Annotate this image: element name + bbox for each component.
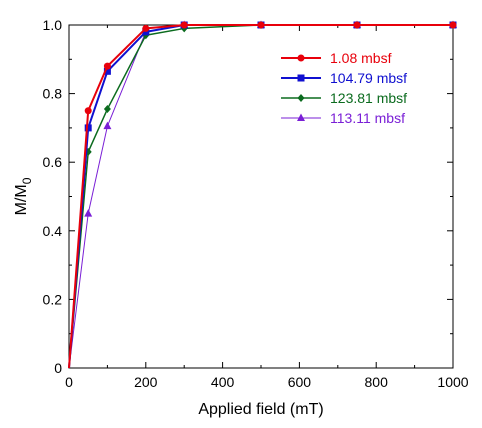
data-point xyxy=(84,209,93,217)
legend-entry: 1.08 mbsf xyxy=(281,50,392,66)
data-point xyxy=(353,21,361,29)
data-point xyxy=(142,24,150,32)
y-tick-label: 0 xyxy=(54,360,62,376)
legend-label: 123.81 mbsf xyxy=(330,90,407,106)
series-line xyxy=(68,24,453,369)
y-tick-label: 0.6 xyxy=(43,154,63,170)
data-point xyxy=(103,105,111,114)
x-tick-label: 0 xyxy=(65,374,73,390)
data-point xyxy=(449,21,457,29)
data-point xyxy=(103,62,111,70)
series-layer xyxy=(68,20,457,369)
data-point xyxy=(257,21,265,29)
data-point xyxy=(103,67,111,75)
y-axis-title-main: M/M xyxy=(13,184,30,215)
legend-label: 104.79 mbsf xyxy=(330,70,407,86)
legend-marker xyxy=(297,113,305,121)
series-circle xyxy=(68,21,457,369)
legend-marker xyxy=(297,74,305,82)
data-point xyxy=(103,121,112,130)
axis-ticks: 0 200 400 600 800 1000 0 0.2 0.4 0.6 0.8 1.0 xyxy=(43,17,469,390)
y-tick-label: 1.0 xyxy=(43,17,63,33)
legend-label: 1.08 mbsf xyxy=(330,50,392,66)
legend-marker xyxy=(297,94,305,102)
data-point xyxy=(84,124,92,132)
x-tick-label: 600 xyxy=(288,374,312,390)
x-tick-label: 200 xyxy=(134,374,158,390)
svg-text:M/M0: M/M0 xyxy=(13,177,34,215)
legend-entry: 104.79 mbsf xyxy=(281,70,407,86)
y-tick-label: 0.4 xyxy=(43,223,63,239)
y-axis-title: M/M0 xyxy=(13,177,34,215)
legend-marker xyxy=(297,54,305,62)
legend-entry: 113.11 mbsf xyxy=(281,110,405,126)
y-axis-title-subscript: 0 xyxy=(20,177,34,184)
legend-entry: 123.81 mbsf xyxy=(281,90,407,106)
x-tick-label: 1000 xyxy=(437,374,468,390)
y-tick-label: 0.8 xyxy=(43,86,63,102)
x-tick-label: 800 xyxy=(365,374,389,390)
legend: 1.08 mbsf 104.79 mbsf 123.81 mbsf 113.11 mb… xyxy=(281,50,407,126)
legend-label: 113.11 mbsf xyxy=(330,110,405,126)
data-point xyxy=(180,21,188,29)
y-tick-label: 0.2 xyxy=(43,291,63,307)
x-tick-label: 400 xyxy=(211,374,235,390)
data-point xyxy=(84,107,92,115)
x-axis-title: Applied field (mT) xyxy=(198,401,323,418)
